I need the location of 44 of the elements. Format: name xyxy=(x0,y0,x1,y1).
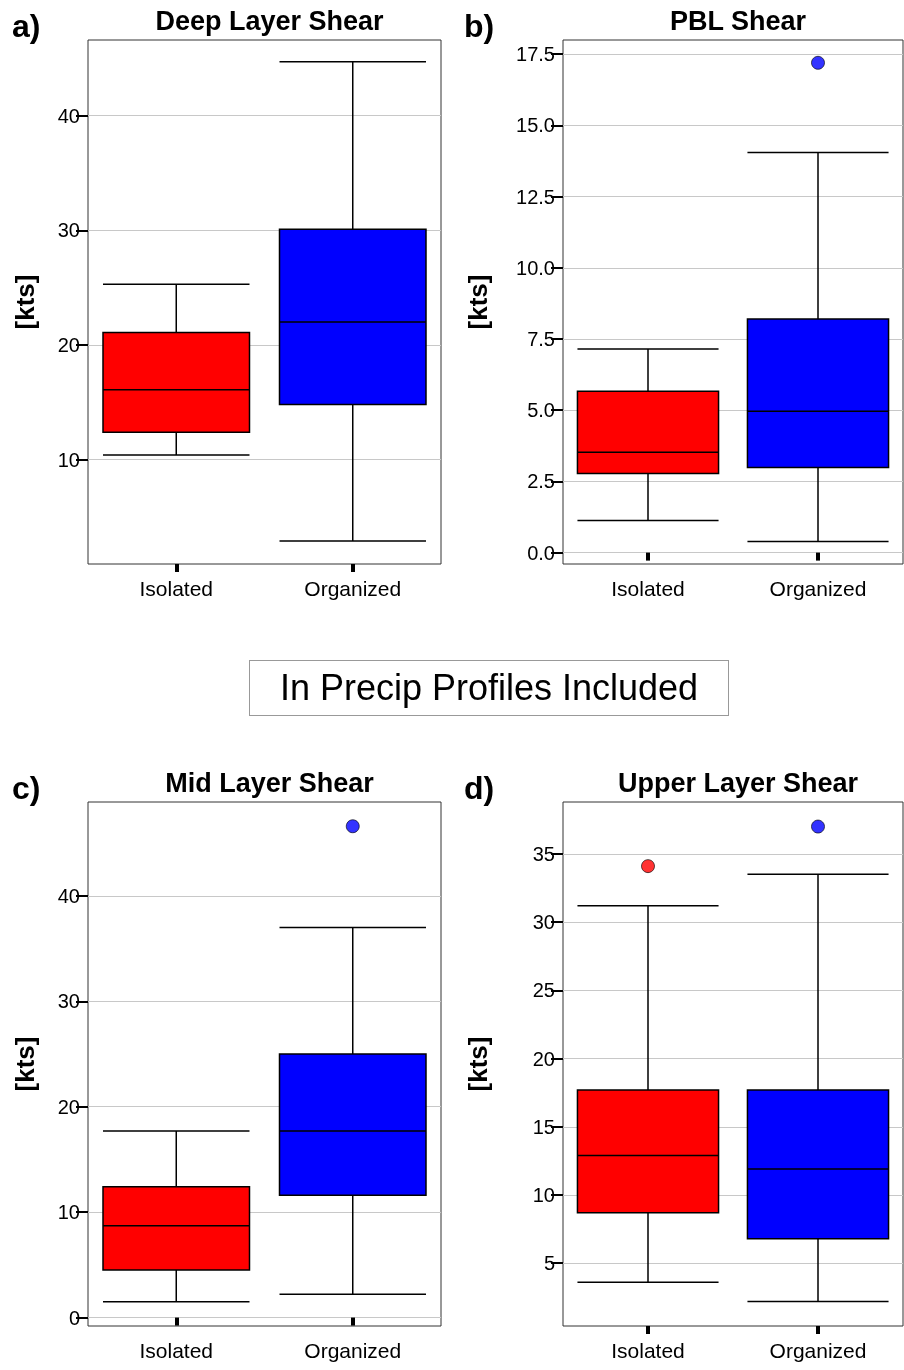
text: c) xyxy=(12,770,41,807)
y-tick-label: 35 xyxy=(532,842,555,865)
y-tick-label: 2.5 xyxy=(527,470,555,493)
y-tick-label: 10 xyxy=(57,448,80,471)
y-tick-label: 20 xyxy=(57,334,80,356)
y-tick-label: 0.0 xyxy=(527,541,555,564)
y-tick-label: 40 xyxy=(57,884,80,907)
x-tick-label: Isolated xyxy=(139,1339,214,1362)
y-tick-label: 30 xyxy=(57,990,80,1013)
y-tick-label: 10 xyxy=(532,1184,555,1206)
chart-title: Upper Layer Shear xyxy=(617,767,859,798)
y-tick-label: 10.0 xyxy=(516,256,555,279)
text: b) xyxy=(464,8,495,45)
y-axis-title: [kts] xyxy=(463,274,493,330)
y-tick-label: 5.0 xyxy=(527,399,555,422)
text: a) xyxy=(12,8,41,45)
x-tick-label: Organized xyxy=(769,1339,867,1362)
y-axis-title: [kts] xyxy=(10,1036,40,1092)
x-tick-label: Organized xyxy=(304,577,402,600)
y-tick-label: 20 xyxy=(532,1047,555,1070)
y-tick-label: 0 xyxy=(68,1306,80,1329)
y-tick-label: 40 xyxy=(57,104,80,127)
x-tick-label: Isolated xyxy=(611,1339,685,1362)
y-tick-label: 10 xyxy=(57,1201,80,1224)
text: In Precip Profiles Included xyxy=(249,660,729,716)
y-tick-label: 12.5 xyxy=(516,185,555,208)
y-axis-title: [kts] xyxy=(463,1036,493,1092)
y-tick-label: 25 xyxy=(532,979,555,1002)
y-tick-label: 20 xyxy=(57,1095,80,1118)
text: d) xyxy=(464,770,495,807)
y-tick-label: 15.0 xyxy=(516,114,555,137)
x-tick-label: Organized xyxy=(304,1339,402,1362)
x-tick-label: Isolated xyxy=(611,577,685,600)
y-tick-label: 30 xyxy=(57,219,80,242)
chart-title: PBL Shear xyxy=(669,5,807,36)
x-tick-label: Organized xyxy=(769,577,867,600)
chart-title: Deep Layer Shear xyxy=(155,5,385,36)
x-tick-label: Isolated xyxy=(139,577,214,600)
y-tick-label: 15 xyxy=(532,1115,555,1138)
y-tick-label: 7.5 xyxy=(527,328,555,351)
chart-title: Mid Layer Shear xyxy=(165,767,375,798)
y-tick-label: 17.5 xyxy=(516,43,555,66)
y-tick-label: 30 xyxy=(532,911,555,934)
y-axis-title: [kts] xyxy=(10,274,40,330)
